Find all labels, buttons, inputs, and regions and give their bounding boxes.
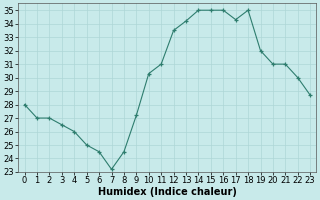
X-axis label: Humidex (Indice chaleur): Humidex (Indice chaleur) xyxy=(98,187,237,197)
